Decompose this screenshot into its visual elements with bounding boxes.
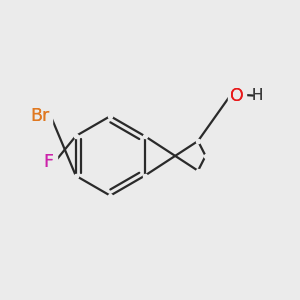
Text: F: F [44, 153, 53, 171]
Text: F: F [44, 153, 53, 171]
Text: O: O [230, 86, 244, 104]
Bar [27, 106, 52, 126]
Bar [40, 152, 57, 172]
Text: H: H [252, 88, 263, 103]
Text: Br: Br [30, 107, 49, 125]
Text: Br: Br [30, 107, 49, 125]
Text: H: H [252, 88, 263, 103]
Text: O: O [230, 86, 244, 104]
Bar [228, 85, 246, 106]
